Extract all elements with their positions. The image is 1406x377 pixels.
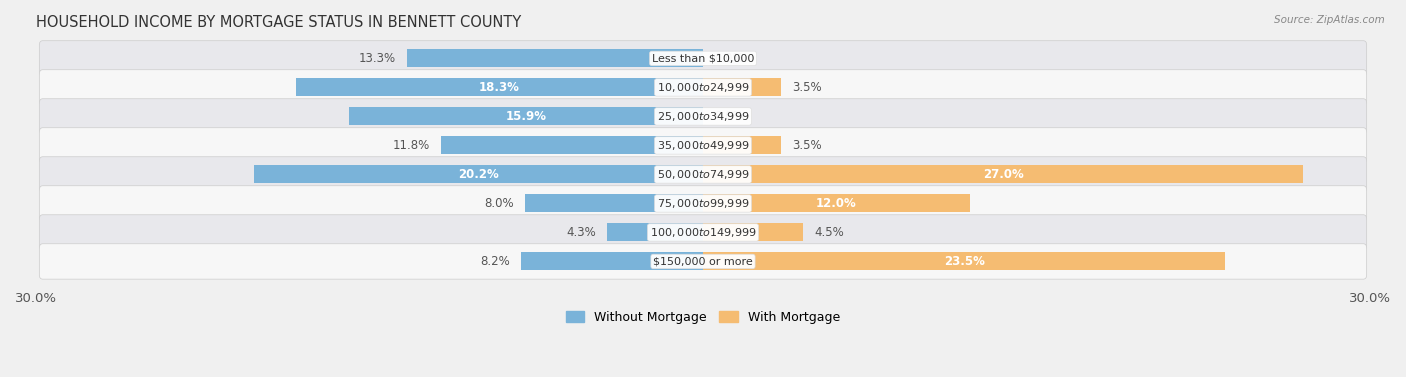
FancyBboxPatch shape bbox=[39, 186, 1367, 221]
Text: $35,000 to $49,999: $35,000 to $49,999 bbox=[657, 139, 749, 152]
Text: Source: ZipAtlas.com: Source: ZipAtlas.com bbox=[1274, 15, 1385, 25]
Text: 23.5%: 23.5% bbox=[943, 255, 984, 268]
Bar bbox=[703, 136, 780, 155]
FancyBboxPatch shape bbox=[39, 244, 1367, 279]
Text: 18.3%: 18.3% bbox=[479, 81, 520, 94]
Text: Less than $10,000: Less than $10,000 bbox=[652, 54, 754, 63]
Text: $75,000 to $99,999: $75,000 to $99,999 bbox=[657, 197, 749, 210]
Bar bbox=[703, 78, 780, 97]
Bar bbox=[350, 107, 703, 126]
Bar bbox=[440, 136, 703, 155]
Text: $100,000 to $149,999: $100,000 to $149,999 bbox=[650, 226, 756, 239]
Text: HOUSEHOLD INCOME BY MORTGAGE STATUS IN BENNETT COUNTY: HOUSEHOLD INCOME BY MORTGAGE STATUS IN B… bbox=[37, 15, 522, 30]
FancyBboxPatch shape bbox=[39, 99, 1367, 134]
Text: 4.5%: 4.5% bbox=[814, 226, 844, 239]
Bar bbox=[703, 166, 1303, 184]
Bar bbox=[703, 195, 970, 213]
Text: 8.2%: 8.2% bbox=[479, 255, 509, 268]
Text: 20.2%: 20.2% bbox=[458, 168, 499, 181]
Text: $10,000 to $24,999: $10,000 to $24,999 bbox=[657, 81, 749, 94]
Text: 12.0%: 12.0% bbox=[815, 197, 856, 210]
FancyBboxPatch shape bbox=[39, 157, 1367, 192]
Text: 13.3%: 13.3% bbox=[359, 52, 396, 65]
FancyBboxPatch shape bbox=[39, 41, 1367, 76]
Text: 11.8%: 11.8% bbox=[392, 139, 429, 152]
Text: 0.0%: 0.0% bbox=[714, 52, 744, 65]
Text: $150,000 or more: $150,000 or more bbox=[654, 256, 752, 267]
FancyBboxPatch shape bbox=[39, 128, 1367, 163]
Bar bbox=[297, 78, 703, 97]
FancyBboxPatch shape bbox=[39, 70, 1367, 105]
Bar bbox=[520, 253, 703, 270]
FancyBboxPatch shape bbox=[39, 215, 1367, 250]
Text: 3.5%: 3.5% bbox=[792, 81, 821, 94]
Text: 8.0%: 8.0% bbox=[485, 197, 515, 210]
Text: 0.0%: 0.0% bbox=[714, 110, 744, 123]
Text: $25,000 to $34,999: $25,000 to $34,999 bbox=[657, 110, 749, 123]
Bar bbox=[703, 224, 803, 241]
Bar bbox=[607, 224, 703, 241]
Legend: Without Mortgage, With Mortgage: Without Mortgage, With Mortgage bbox=[561, 306, 845, 329]
Bar bbox=[524, 195, 703, 213]
Text: 4.3%: 4.3% bbox=[567, 226, 596, 239]
Bar bbox=[703, 253, 1226, 270]
Text: $50,000 to $74,999: $50,000 to $74,999 bbox=[657, 168, 749, 181]
Text: 27.0%: 27.0% bbox=[983, 168, 1024, 181]
Bar bbox=[254, 166, 703, 184]
Text: 15.9%: 15.9% bbox=[506, 110, 547, 123]
Text: 3.5%: 3.5% bbox=[792, 139, 821, 152]
Bar bbox=[408, 49, 703, 67]
